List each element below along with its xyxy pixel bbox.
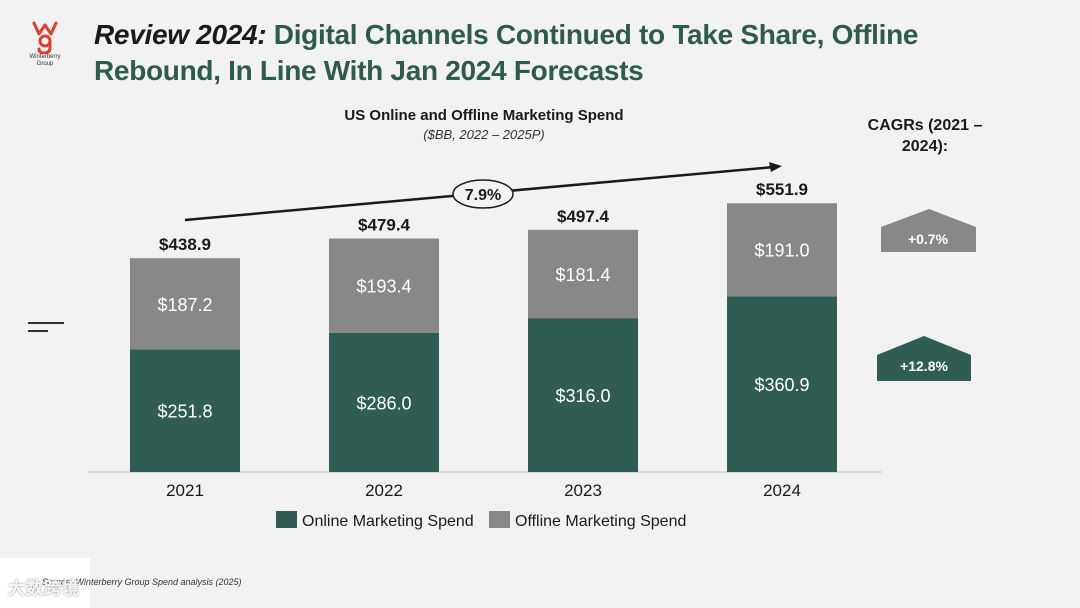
side-mark-line xyxy=(28,322,64,324)
slide-title: Review 2024: Digital Channels Continued … xyxy=(94,17,994,89)
x-tick-label: 2021 xyxy=(166,481,204,500)
bar-offline xyxy=(727,203,837,297)
data-label-offline: $191.0 xyxy=(754,241,809,261)
bar-online xyxy=(727,296,837,472)
x-tick-label: 2022 xyxy=(365,481,403,500)
bar-offline xyxy=(130,258,240,350)
data-label-offline: $187.2 xyxy=(157,295,212,315)
slide-title-rest: Digital Channels Continued to Take Share… xyxy=(94,19,919,86)
legend-swatch-offline xyxy=(489,511,510,528)
bar-offline xyxy=(528,229,638,319)
data-label-online: $360.9 xyxy=(754,375,809,395)
total-label: $479.4 xyxy=(358,216,411,235)
data-label-offline: $181.4 xyxy=(555,265,610,285)
x-tick-label: 2023 xyxy=(564,481,602,500)
bar-online xyxy=(130,349,240,472)
legend-label-offline: Offline Marketing Spend xyxy=(515,513,686,530)
data-label-online: $286.0 xyxy=(356,393,411,413)
cagr-label-online: +12.8% xyxy=(900,358,948,374)
total-label: $497.4 xyxy=(557,207,610,226)
source-note: Source: Winterberry Group Spend analysis… xyxy=(42,577,242,587)
bar-offline xyxy=(329,238,439,333)
cagr-title: CAGRs (2021 – 2024): xyxy=(867,117,983,155)
bar-online xyxy=(329,332,439,472)
growth-label: 7.9% xyxy=(465,187,501,204)
cagr-badge-online xyxy=(877,336,971,381)
logo-text: Winterberry Group xyxy=(29,54,61,67)
legend-label-online: Online Marketing Spend xyxy=(302,513,474,530)
data-label-online: $316.0 xyxy=(555,386,610,406)
data-label-offline: $193.4 xyxy=(356,277,411,297)
winterberry-logo-icon xyxy=(32,21,58,54)
footer-box xyxy=(0,558,90,608)
growth-badge xyxy=(452,179,514,209)
data-label-online: $251.8 xyxy=(157,402,212,422)
slide-title-lead: Review 2024: xyxy=(94,19,267,50)
logo: Winterberry Group xyxy=(22,20,68,68)
chart-subtitle: ($BB, 2022 – 2025P) xyxy=(423,127,545,142)
watermark: 大数跨境 xyxy=(8,579,80,598)
cagr-badge-offline xyxy=(881,209,976,252)
x-tick-label: 2024 xyxy=(763,481,801,500)
cagr-label-offline: +0.7% xyxy=(908,231,949,247)
legend-swatch-online xyxy=(276,511,297,528)
bar-online xyxy=(528,318,638,472)
chart-title: US Online and Offline Marketing Spend xyxy=(344,107,624,124)
side-mark-line xyxy=(28,330,48,332)
growth-arrow-head xyxy=(769,162,782,172)
total-label: $438.9 xyxy=(159,235,211,254)
total-label: $551.9 xyxy=(756,180,808,199)
